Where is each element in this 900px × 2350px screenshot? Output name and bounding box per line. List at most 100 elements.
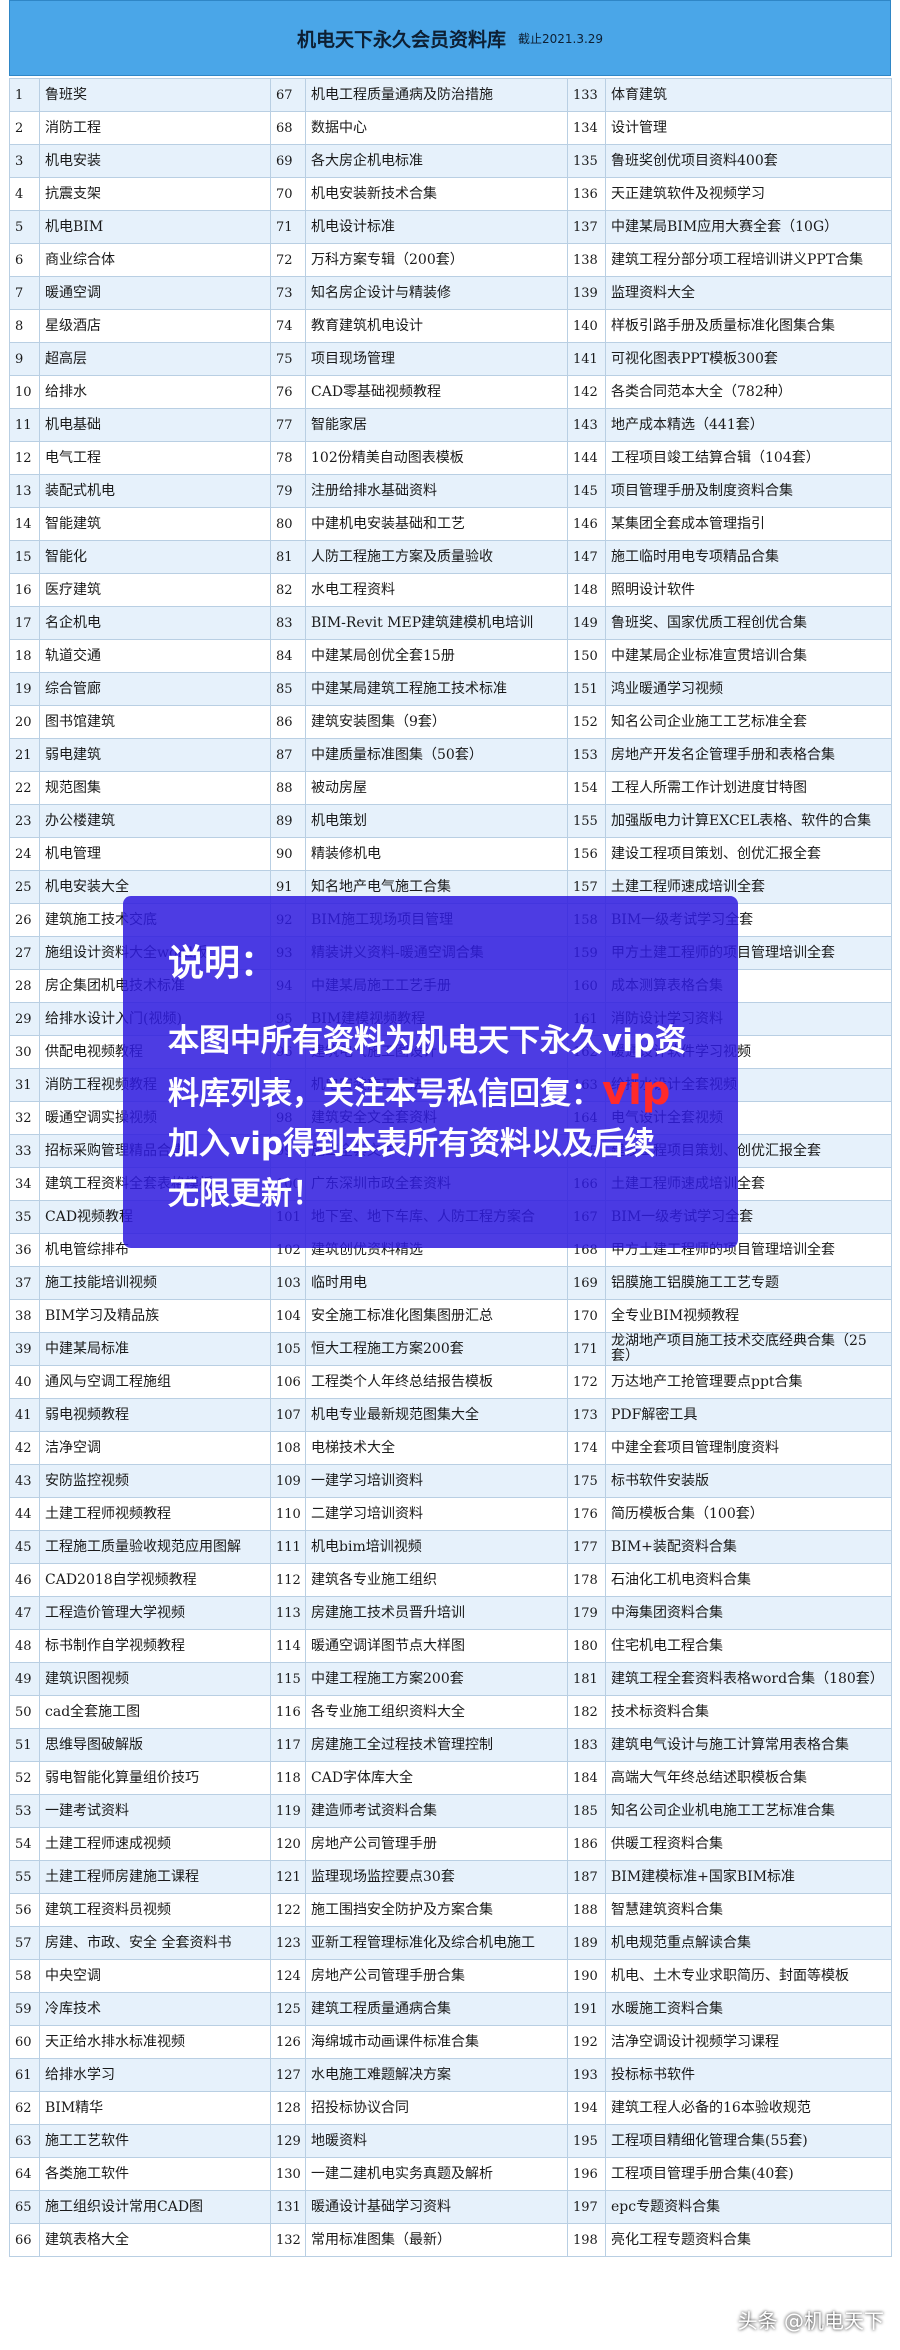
table-row: 54 土建工程师速成视频 120 房地产公司管理手册 186 供暖工程资料合集 <box>9 1827 892 1861</box>
table-row: 45 工程施工质量验收规范应用图解 111 机电bim培训视频 177 BIM+装配资料合… <box>9 1530 892 1564</box>
watermark: 头条 @机电天下 <box>737 2309 884 2333</box>
item-name: 智慧建筑资料合集 <box>605 1893 892 1927</box>
item-name: 洁净空调设计视频学习课程 <box>605 2025 892 2059</box>
item-name: 办公楼建筑 <box>39 804 271 838</box>
table-row: 57 房建、市政、安全 全套资料书 123 亚新工程管理标准化及综合机电施工 189 机电… <box>9 1926 892 1960</box>
item-name: 洁净空调 <box>39 1431 271 1465</box>
item-name: 弱电视频教程 <box>39 1398 271 1432</box>
item-name: 机电策划 <box>305 804 568 838</box>
item-number: 147 <box>567 540 606 574</box>
item-name: 综合管廊 <box>39 672 271 706</box>
item-name: CAD字体库大全 <box>305 1761 568 1795</box>
table-row: 64 各类施工软件 130 一建二建机电实务真题及解析 196 工程项目管理手册合集(40… <box>9 2157 892 2191</box>
item-number: 156 <box>567 837 606 871</box>
item-number: 13 <box>9 474 40 508</box>
item-number: 134 <box>567 111 606 145</box>
item-name: 施工围挡安全防护及方案合集 <box>305 1893 568 1927</box>
item-name: 水电施工难题解决方案 <box>305 2058 568 2092</box>
item-name: 临时用电 <box>305 1266 568 1300</box>
item-number: 20 <box>9 705 40 739</box>
item-number: 23 <box>9 804 40 838</box>
item-number: 29 <box>9 1002 40 1036</box>
item-number: 154 <box>567 771 606 805</box>
item-number: 187 <box>567 1860 606 1894</box>
table-row: 46 CAD2018自学视频教程 112 建筑各专业施工组织 178 石油化工机电资料合集 <box>9 1563 892 1597</box>
item-number: 42 <box>9 1431 40 1465</box>
table-row: 12 电气工程 78 102份精美自动图表模板 144 工程项目竣工结算合辑（104套） <box>9 441 892 475</box>
item-name: 机电设计标准 <box>305 210 568 244</box>
item-number: 108 <box>270 1431 306 1465</box>
table-row: 14 智能建筑 80 中建机电安装基础和工艺 146 某集团全套成本管理指引 <box>9 507 892 541</box>
item-name: 各类合同范本大全（782种） <box>605 375 892 409</box>
item-name: 智能家居 <box>305 408 568 442</box>
item-number: 61 <box>9 2058 40 2092</box>
item-name: epc专题资料合集 <box>605 2190 892 2224</box>
table-row: 50 cad全套施工图 116 各专业施工组织资料大全 182 技术标资料合集 <box>9 1695 892 1729</box>
item-name: 图书馆建筑 <box>39 705 271 739</box>
item-number: 60 <box>9 2025 40 2059</box>
item-number: 22 <box>9 771 40 805</box>
table-row: 62 BIM精华 128 招投标协议合同 194 建筑工程人必备的16本验收规范 <box>9 2091 892 2125</box>
item-number: 49 <box>9 1662 40 1696</box>
item-number: 1 <box>9 78 40 112</box>
item-number: 140 <box>567 309 606 343</box>
item-name: 二建学习培训资料 <box>305 1497 568 1531</box>
item-name: 万科方案专辑（200套） <box>305 243 568 277</box>
item-number: 52 <box>9 1761 40 1795</box>
item-number: 179 <box>567 1596 606 1630</box>
item-number: 40 <box>9 1365 40 1399</box>
item-number: 111 <box>270 1530 306 1564</box>
table-row: 3 机电安装 69 各大房企机电标准 135 鲁班奖创优项目资料400套 <box>9 144 892 178</box>
item-name: 电气工程 <box>39 441 271 475</box>
table-row: 37 施工技能培训视频 103 临时用电 169 铝膜施工铝膜施工工艺专题 <box>9 1266 892 1300</box>
item-number: 173 <box>567 1398 606 1432</box>
item-number: 68 <box>270 111 306 145</box>
item-number: 71 <box>270 210 306 244</box>
item-name: 土建工程师速成视频 <box>39 1827 271 1861</box>
item-name: 抗震支架 <box>39 177 271 211</box>
item-name: CAD2018自学视频教程 <box>39 1563 271 1597</box>
item-number: 54 <box>9 1827 40 1861</box>
item-name: 被动房屋 <box>305 771 568 805</box>
item-name: 建筑工程质量通病合集 <box>305 1992 568 2026</box>
item-number: 172 <box>567 1365 606 1399</box>
item-name: 设计管理 <box>605 111 892 145</box>
item-name: 工程造价管理大学视频 <box>39 1596 271 1630</box>
item-number: 88 <box>270 771 306 805</box>
item-name: BIM建模标准+国家BIM标准 <box>605 1860 892 1894</box>
table-row: 1 鲁班奖 67 机电工程质量通病及防治措施 133 体育建筑 <box>9 78 892 112</box>
item-name: 中海集团资料合集 <box>605 1596 892 1630</box>
item-name: 机电安装新技术合集 <box>305 177 568 211</box>
item-number: 41 <box>9 1398 40 1432</box>
item-number: 198 <box>567 2223 606 2257</box>
item-name: 各类施工软件 <box>39 2157 271 2191</box>
item-name: 鲁班奖 <box>39 78 271 112</box>
item-number: 53 <box>9 1794 40 1828</box>
item-name: 暖通空调详图节点大样图 <box>305 1629 568 1663</box>
item-number: 117 <box>270 1728 306 1762</box>
table-row: 55 土建工程师房建施工课程 121 监理现场监控要点30套 187 BIM建模标准+国家… <box>9 1860 892 1894</box>
item-name: 中建全套项目管理制度资料 <box>605 1431 892 1465</box>
item-number: 56 <box>9 1893 40 1927</box>
item-number: 153 <box>567 738 606 772</box>
item-name: BIM精华 <box>39 2091 271 2125</box>
item-number: 4 <box>9 177 40 211</box>
item-name: 102份精美自动图表模板 <box>305 441 568 475</box>
item-name: 机电基础 <box>39 408 271 442</box>
item-number: 121 <box>270 1860 306 1894</box>
item-number: 192 <box>567 2025 606 2059</box>
item-number: 146 <box>567 507 606 541</box>
table-row: 18 轨道交通 84 中建某局创优全套15册 150 中建某局企业标准宣贯培训合集 <box>9 639 892 673</box>
item-number: 110 <box>270 1497 306 1531</box>
item-number: 118 <box>270 1761 306 1795</box>
item-name: 暖通空调 <box>39 276 271 310</box>
item-name: 建筑电气设计与施工计算常用表格合集 <box>605 1728 892 1762</box>
table-row: 24 机电管理 90 精装修机电 156 建设工程项目策划、创优汇报全套 <box>9 837 892 871</box>
item-number: 51 <box>9 1728 40 1762</box>
item-number: 64 <box>9 2157 40 2191</box>
item-name: 电梯技术大全 <box>305 1431 568 1465</box>
item-number: 188 <box>567 1893 606 1927</box>
item-number: 143 <box>567 408 606 442</box>
item-number: 37 <box>9 1266 40 1300</box>
item-name: 建筑工程人必备的16本验收规范 <box>605 2091 892 2125</box>
